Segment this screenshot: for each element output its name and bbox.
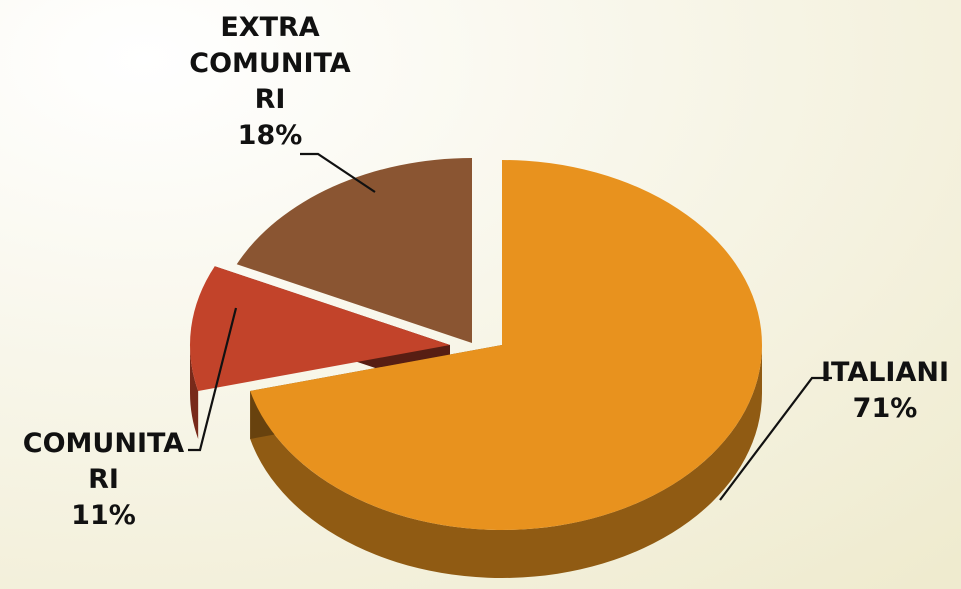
slice-label-name: COMUNITA RI — [22, 428, 185, 495]
pie-slice-1 — [190, 266, 451, 440]
leader-line-2 — [300, 152, 376, 193]
slice-top-face — [190, 266, 451, 392]
slice-side-wall — [190, 345, 199, 440]
slice-label-extracomunitari: EXTRA COMUNITA RI 18% — [170, 10, 370, 154]
leader-line-1 — [188, 307, 238, 452]
slice-label-percent: 71% — [852, 393, 918, 424]
slice-side-wall — [250, 345, 762, 578]
slice-label-percent: 18% — [237, 120, 303, 151]
slice-top-face — [250, 160, 762, 530]
slice-top-face — [236, 158, 472, 343]
slice-label-name: EXTRA COMUNITA RI — [189, 12, 351, 115]
leader-line-0 — [719, 376, 832, 501]
slice-label-percent: 11% — [71, 500, 136, 531]
slice-label-comunitari: COMUNITA RI 11% — [6, 426, 201, 534]
slice-label-italiani: ITALIANI 71% — [810, 355, 960, 427]
pie-slice-2 — [236, 158, 472, 343]
slice-label-name: ITALIANI — [820, 357, 950, 388]
pie-slice-0 — [250, 160, 762, 578]
